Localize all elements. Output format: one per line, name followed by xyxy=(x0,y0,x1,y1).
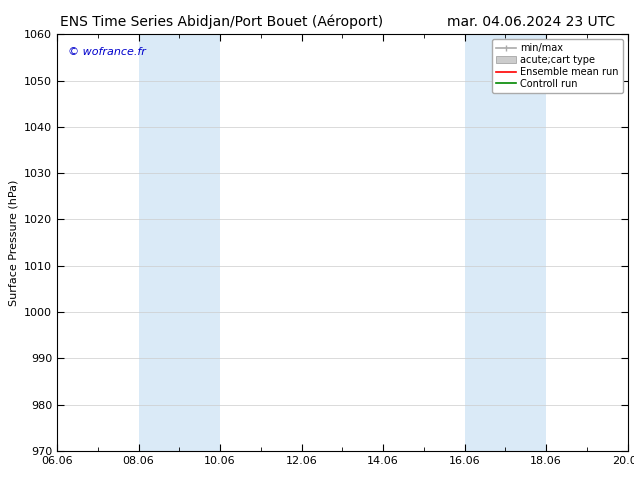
Bar xyxy=(465,34,546,451)
Text: mar. 04.06.2024 23 UTC: mar. 04.06.2024 23 UTC xyxy=(447,15,615,29)
Text: ENS Time Series Abidjan/Port Bouet (Aéroport): ENS Time Series Abidjan/Port Bouet (Aéro… xyxy=(60,15,384,29)
Y-axis label: Surface Pressure (hPa): Surface Pressure (hPa) xyxy=(8,179,18,306)
Legend: min/max, acute;cart type, Ensemble mean run, Controll run: min/max, acute;cart type, Ensemble mean … xyxy=(492,39,623,93)
Bar xyxy=(139,34,220,451)
Text: © wofrance.fr: © wofrance.fr xyxy=(68,47,146,57)
